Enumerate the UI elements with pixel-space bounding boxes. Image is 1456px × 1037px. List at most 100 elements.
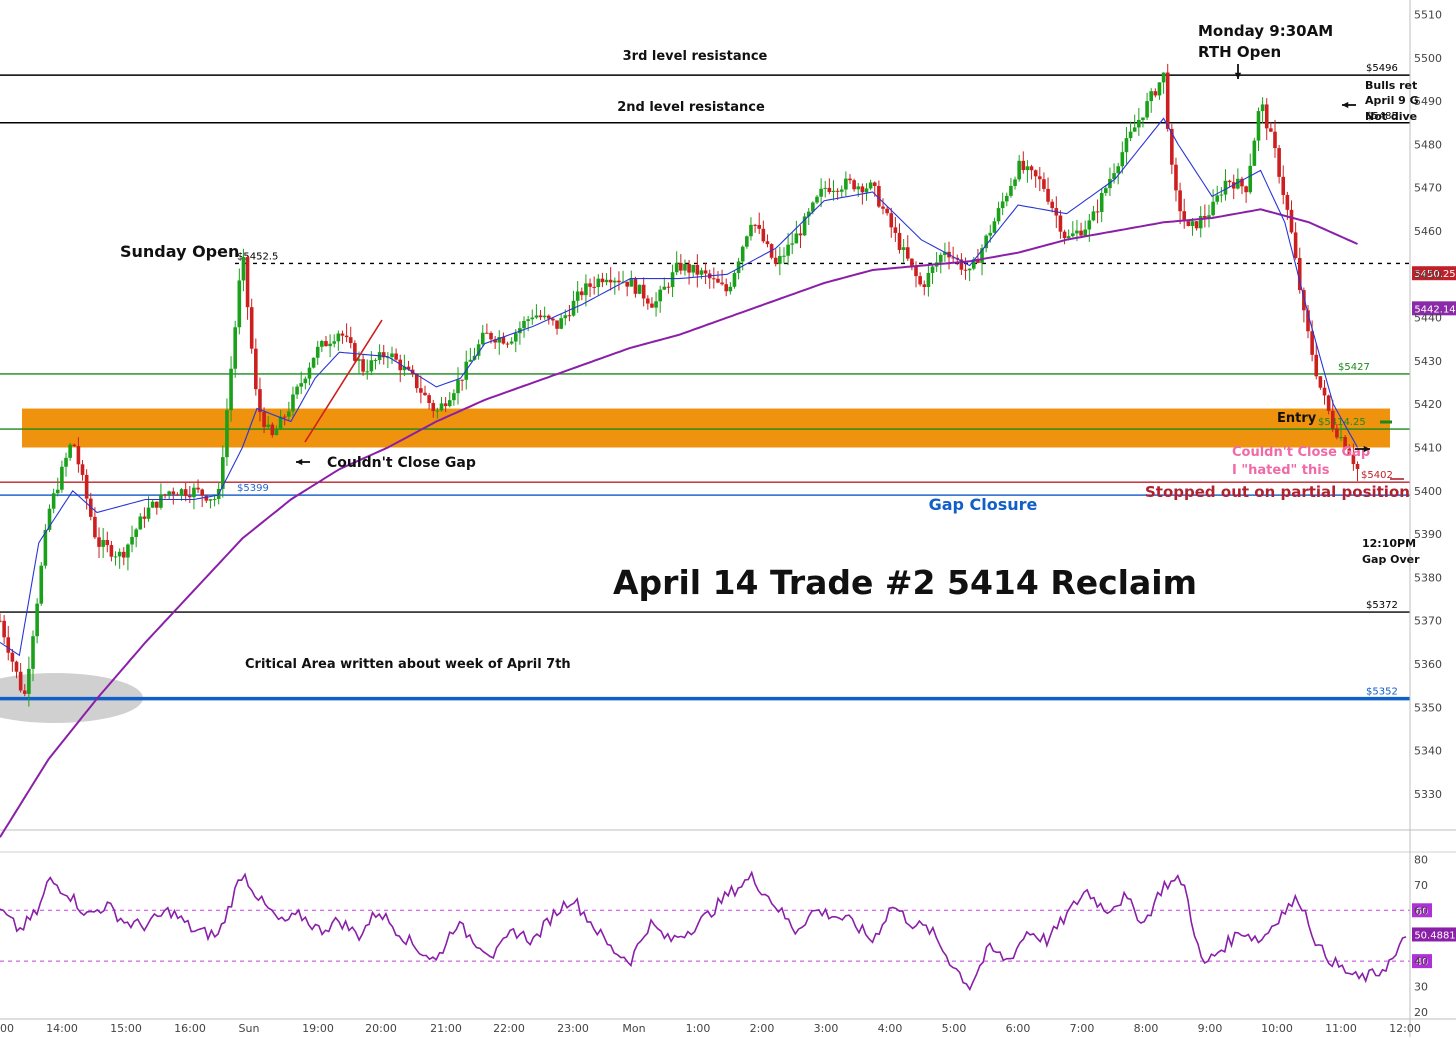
- candle-body: [1293, 232, 1298, 258]
- candle-body: [150, 501, 155, 508]
- candle-body: [221, 457, 225, 489]
- candle-body: [241, 257, 246, 281]
- candle-body: [1066, 236, 1071, 239]
- rsi-band-label: 60: [1416, 906, 1429, 917]
- candle-body: [258, 389, 262, 413]
- candle-body: [617, 280, 621, 283]
- candle-body: [353, 343, 357, 361]
- candle-body: [435, 410, 440, 412]
- candle-body: [229, 368, 233, 411]
- candle-body: [1071, 233, 1075, 237]
- candle-body: [109, 545, 114, 557]
- candle-body: [868, 182, 873, 189]
- candle-body: [1240, 178, 1244, 187]
- rsi-panel: [0, 870, 1410, 992]
- level-label: $5452.5: [237, 251, 278, 262]
- candle-body: [666, 286, 671, 288]
- candle-body: [237, 280, 242, 328]
- candle-body: [1203, 215, 1207, 218]
- candle-body: [1211, 201, 1215, 216]
- candle-body: [584, 283, 588, 296]
- candle-body: [897, 232, 902, 250]
- y-tick-label: 5340: [1414, 745, 1442, 758]
- candle-body: [1215, 195, 1220, 202]
- rsi-band-tag: [1412, 903, 1432, 918]
- candle-body: [1170, 128, 1174, 165]
- candle-body: [419, 388, 423, 393]
- candle-body: [728, 286, 733, 292]
- candle-body: [31, 636, 35, 669]
- candle-body: [753, 224, 757, 226]
- candle-body: [179, 489, 184, 496]
- candle-body: [282, 416, 287, 418]
- y-tick-label: 5390: [1414, 528, 1442, 541]
- candle-body: [943, 251, 947, 255]
- candle-body: [328, 343, 332, 347]
- candle-body: [629, 279, 634, 287]
- candle-body: [423, 392, 427, 396]
- candle-body: [703, 270, 708, 274]
- couldnt-close-gap-arrow-head: [296, 458, 303, 466]
- candle-body: [1207, 215, 1211, 218]
- price-tag-label: 5450.25: [1414, 269, 1455, 280]
- candle-body: [460, 379, 464, 381]
- candle-body: [835, 190, 840, 192]
- level-label: $5427: [1338, 362, 1370, 373]
- y-tick-label: 5430: [1414, 355, 1442, 368]
- candle-body: [658, 289, 662, 302]
- candle-body: [254, 348, 258, 390]
- candle-body: [225, 410, 229, 458]
- candle-body: [493, 339, 497, 343]
- candle-body: [126, 544, 130, 558]
- candle-body: [175, 494, 180, 496]
- candle-body: [431, 403, 436, 411]
- candle-body: [315, 346, 320, 358]
- gap-closure-label: Gap Closure: [929, 495, 1038, 514]
- candle-body: [930, 266, 935, 273]
- candle-body: [732, 273, 737, 287]
- candle-body: [992, 221, 997, 233]
- candle-body: [171, 491, 176, 495]
- second-resistance-label: 2nd level resistance: [617, 100, 765, 115]
- candle-body: [1112, 173, 1116, 179]
- price-tag: [1412, 266, 1456, 281]
- x-tick-label: 2:00: [750, 1022, 775, 1035]
- candle-body: [1108, 178, 1112, 189]
- candle-body: [447, 400, 452, 407]
- level-label: $5352: [1366, 687, 1398, 698]
- candle-body: [761, 228, 766, 242]
- candle-body: [1339, 437, 1343, 439]
- candle-body: [452, 393, 456, 401]
- candle-body: [1141, 117, 1145, 120]
- candle-body: [740, 246, 745, 262]
- candle-body: [1004, 195, 1009, 202]
- candle-body: [559, 318, 563, 329]
- couldnt-close-gap-label-2: Couldn't Close Gap: [1232, 445, 1370, 460]
- candle-body: [480, 332, 485, 345]
- candle-body: [674, 262, 679, 273]
- x-tick-label: 12:00: [1389, 1022, 1421, 1035]
- candle-body: [922, 284, 927, 287]
- candle-body: [208, 499, 213, 501]
- candle-body: [501, 337, 506, 344]
- candle-body: [1186, 221, 1191, 226]
- rsi-y-tick-label: 80: [1414, 853, 1428, 866]
- candle-body: [1281, 176, 1286, 195]
- candle-body: [526, 319, 530, 321]
- candle-body: [381, 352, 386, 358]
- candle-body: [749, 224, 753, 237]
- candle-body: [1165, 72, 1170, 129]
- candle-body: [538, 315, 543, 318]
- candle-body: [1269, 128, 1273, 132]
- candle-body: [287, 411, 291, 417]
- rsi-line: [0, 870, 1407, 992]
- sunday-open-label: Sunday Open: [120, 242, 239, 261]
- candle-body: [456, 379, 460, 394]
- candle-body: [130, 536, 134, 545]
- candle-body: [443, 403, 448, 407]
- candle-body: [699, 270, 704, 275]
- candle-body: [579, 291, 584, 296]
- candle-body: [885, 208, 889, 214]
- candle-body: [55, 489, 60, 494]
- candle-body: [662, 286, 667, 290]
